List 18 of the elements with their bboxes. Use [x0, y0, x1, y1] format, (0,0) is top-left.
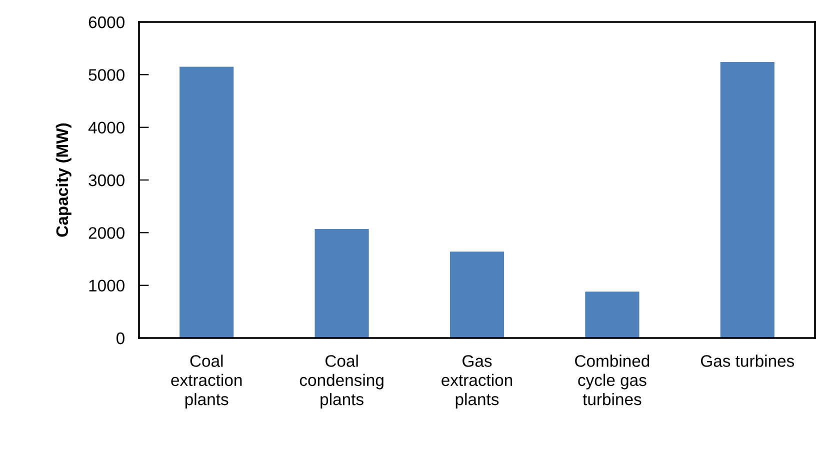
y-tick-label: 2000 [88, 227, 124, 239]
bar [585, 292, 640, 338]
y-tick-label: 6000 [88, 16, 124, 28]
y-axis-title: Capacity (MW) [56, 123, 72, 237]
y-tick-label: 5000 [88, 69, 124, 81]
x-tick-label: Combined cycle gas turbines [575, 354, 650, 406]
y-tick-label: 3000 [88, 174, 124, 186]
x-tick-label: Coal condensing plants [300, 354, 384, 409]
x-tick-label: Coal extraction plants [171, 354, 242, 409]
y-tick-label: 0 [116, 332, 124, 344]
bar [720, 62, 774, 338]
bar [450, 252, 504, 338]
bar [314, 228, 369, 338]
bar [180, 66, 234, 338]
y-tick-label: 4000 [88, 122, 124, 134]
x-tick-label: Gas turbines [700, 354, 794, 367]
x-tick-label: Gas extraction plants [442, 355, 512, 409]
y-tick-label: 1000 [89, 280, 124, 292]
